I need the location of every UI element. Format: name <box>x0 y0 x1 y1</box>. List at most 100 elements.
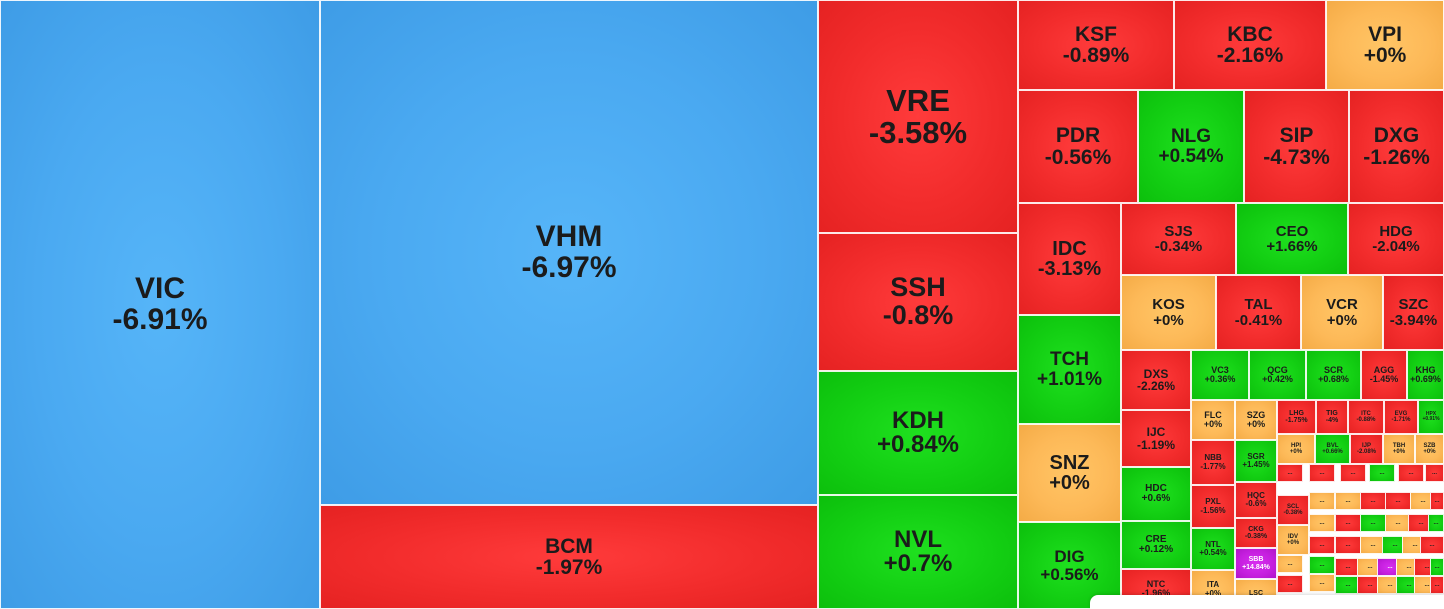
tile-ijp[interactable]: IJP -2.08% <box>1350 434 1383 464</box>
tile-sbb[interactable]: SBB +14.84% <box>1235 548 1277 579</box>
tile-dxs[interactable]: DXS -2.26% <box>1121 350 1191 410</box>
tile-nlg[interactable]: NLG +0.54% <box>1138 90 1244 203</box>
tile-symbol: AGG <box>1373 364 1395 375</box>
tile-hdc[interactable]: HDC +0.6% <box>1121 467 1191 521</box>
tile-ellipsis: ... <box>1406 563 1412 570</box>
tile-tbh[interactable]: TBH +0% <box>1383 434 1415 464</box>
tile-itc[interactable]: ITC -0.88% <box>1348 400 1384 434</box>
tile-ceo[interactable]: CEO +1.66% <box>1236 203 1348 275</box>
tile-scl[interactable]: SCL -0.38% <box>1277 495 1309 525</box>
tile-change: -0.56% <box>1044 145 1112 169</box>
tile-nvl[interactable]: NVL +0.7% <box>818 495 1018 609</box>
tile-ellipsis: ... <box>1392 541 1398 548</box>
tile-vhm[interactable]: VHM -6.97% <box>320 0 818 505</box>
tile-idc[interactable]: IDC -3.13% <box>1018 203 1121 315</box>
tile-change: +1.66% <box>1266 238 1318 255</box>
tile-small[interactable]: ... <box>1428 514 1444 532</box>
tile-flc[interactable]: FLC +0% <box>1191 400 1235 440</box>
tile-hqc[interactable]: HQC -0.6% <box>1235 482 1277 518</box>
tile-symbol: VHM <box>535 219 603 253</box>
tile-szc[interactable]: SZC -3.94% <box>1383 275 1444 350</box>
tile-ellipsis: ... <box>1370 497 1376 504</box>
tile-szb[interactable]: SZB +0% <box>1415 434 1444 464</box>
tile-small[interactable]: ... <box>1357 576 1383 594</box>
tile-small[interactable]: ... <box>1277 575 1303 593</box>
tile-pxl[interactable]: PXL -1.56% <box>1191 485 1235 528</box>
tile-change: +0.12% <box>1138 544 1174 555</box>
tile-vpi[interactable]: VPI +0% <box>1326 0 1444 90</box>
tile-snz[interactable]: SNZ +0% <box>1018 424 1121 522</box>
tile-tal[interactable]: TAL -0.41% <box>1216 275 1301 350</box>
tile-kbc[interactable]: KBC -2.16% <box>1174 0 1326 90</box>
tile-ellipsis: ... <box>1367 563 1373 570</box>
tile-small[interactable]: ... <box>1309 574 1335 592</box>
tile-small[interactable]: ... <box>1385 492 1411 510</box>
tile-small[interactable]: ... <box>1398 464 1424 482</box>
tile-small[interactable]: ... <box>1277 555 1303 573</box>
tile-small[interactable]: ... <box>1335 514 1361 532</box>
tile-kos[interactable]: KOS +0% <box>1121 275 1216 350</box>
tile-dxg[interactable]: DXG -1.26% <box>1349 90 1444 203</box>
tile-small[interactable]: ... <box>1410 492 1436 510</box>
tile-small[interactable]: ... <box>1360 536 1386 554</box>
tile-ijc[interactable]: IJC -1.19% <box>1121 410 1191 467</box>
tile-symbol: IJP <box>1361 442 1371 449</box>
tile-kdh[interactable]: KDH +0.84% <box>818 371 1018 495</box>
tile-small[interactable]: ... <box>1430 576 1444 594</box>
tile-small[interactable]: ... <box>1309 492 1335 510</box>
tile-ckg[interactable]: CKG -0.38% <box>1235 518 1277 548</box>
tile-vre[interactable]: VRE -3.58% <box>818 0 1018 233</box>
tile-khg[interactable]: KHG +0.69% <box>1407 350 1444 400</box>
tile-idv[interactable]: IDV +0% <box>1277 525 1309 555</box>
tile-vc3[interactable]: VC3 +0.36% <box>1191 350 1249 400</box>
tile-ssh[interactable]: SSH -0.8% <box>818 233 1018 371</box>
tile-small[interactable]: ... <box>1420 536 1444 554</box>
tile-vic[interactable]: VIC -6.91% <box>0 0 320 609</box>
tile-vcr[interactable]: VCR +0% <box>1301 275 1383 350</box>
tile-bcm[interactable]: BCM -1.97% <box>320 505 818 609</box>
tile-small[interactable]: ... <box>1335 492 1361 510</box>
tile-hdg[interactable]: HDG -2.04% <box>1348 203 1444 275</box>
tile-change: +0% <box>1392 449 1406 455</box>
tile-small[interactable]: ... <box>1430 558 1444 576</box>
tile-symbol: KDH <box>892 406 944 434</box>
tile-small[interactable]: ... <box>1360 514 1386 532</box>
tile-small[interactable]: ... <box>1309 464 1335 482</box>
tile-tch[interactable]: TCH +1.01% <box>1018 315 1121 424</box>
tile-small[interactable]: ... <box>1309 556 1335 574</box>
tile-change: +0% <box>1326 311 1358 329</box>
tile-bvl[interactable]: BVL +0.66% <box>1315 434 1350 464</box>
tile-small[interactable]: ... <box>1335 536 1361 554</box>
tile-small[interactable]: ... <box>1340 464 1366 482</box>
tile-hpx[interactable]: HPX +0.91% <box>1418 400 1444 434</box>
tile-ntl[interactable]: NTL +0.54% <box>1191 528 1235 570</box>
tile-lhg[interactable]: LHG -1.75% <box>1277 400 1316 434</box>
tile-sgr[interactable]: SGR +1.45% <box>1235 440 1277 482</box>
tile-small[interactable]: ... <box>1309 536 1335 554</box>
tile-small[interactable]: ... <box>1425 464 1444 482</box>
tile-small[interactable]: ... <box>1430 492 1444 510</box>
tile-small[interactable]: ... <box>1369 464 1395 482</box>
tile-hpi[interactable]: HPI +0% <box>1277 434 1315 464</box>
tile-symbol: BVL <box>1326 442 1339 449</box>
tile-pdr[interactable]: PDR -0.56% <box>1018 90 1138 203</box>
tile-symbol: KBC <box>1227 22 1273 46</box>
tile-tig[interactable]: TIG -4% <box>1316 400 1348 434</box>
tile-qcg[interactable]: QCG +0.42% <box>1249 350 1306 400</box>
tile-agg[interactable]: AGG -1.45% <box>1361 350 1407 400</box>
tile-symbol: VRE <box>886 82 950 118</box>
tile-cre[interactable]: CRE +0.12% <box>1121 521 1191 569</box>
tile-szg[interactable]: SZG +0% <box>1235 400 1277 440</box>
tile-scr[interactable]: SCR +0.68% <box>1306 350 1361 400</box>
tile-symbol: HPI <box>1290 442 1301 449</box>
tile-small[interactable]: ... <box>1309 514 1335 532</box>
tile-change: -6.91% <box>112 302 208 336</box>
tile-dig[interactable]: DIG +0.56% <box>1018 522 1121 609</box>
tile-sjs[interactable]: SJS -0.34% <box>1121 203 1236 275</box>
tile-ksf[interactable]: KSF -0.89% <box>1018 0 1174 90</box>
tile-small[interactable]: ... <box>1360 492 1386 510</box>
tile-nbb[interactable]: NBB -1.77% <box>1191 440 1235 485</box>
tile-evg[interactable]: EVG -1.71% <box>1384 400 1418 434</box>
tile-small[interactable]: ... <box>1277 464 1303 482</box>
tile-sip[interactable]: SIP -4.73% <box>1244 90 1349 203</box>
